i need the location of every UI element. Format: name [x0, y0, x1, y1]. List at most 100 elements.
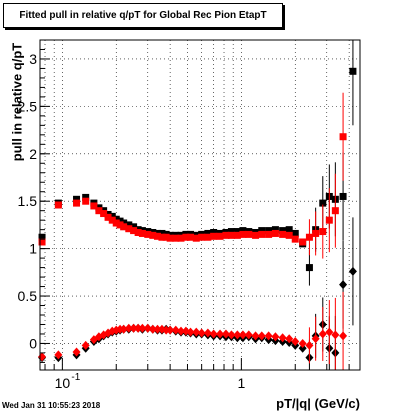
- data-point-square: [108, 212, 116, 220]
- data-point-square: [82, 193, 90, 201]
- data-point-square: [291, 235, 299, 243]
- data-point-square: [325, 216, 333, 224]
- data-point-diamond: [138, 323, 147, 333]
- data-point-square: [73, 195, 81, 203]
- data-point-diamond: [325, 327, 334, 337]
- data-point-square: [177, 234, 185, 242]
- x-tick-label: 10: [55, 375, 71, 391]
- data-point-square: [125, 225, 133, 233]
- data-point-square: [319, 199, 327, 207]
- data-point-square: [271, 226, 279, 234]
- y-axis-label-box: pull in relative q/pT: [8, 22, 26, 182]
- data-point-square: [134, 229, 142, 236]
- data-point-diamond: [124, 323, 133, 333]
- data-point-square: [227, 231, 235, 239]
- data-point-square: [233, 231, 241, 239]
- data-point-diamond: [233, 330, 242, 340]
- data-point-diamond: [348, 266, 357, 276]
- data-point-diamond: [291, 337, 300, 347]
- data-point-diamond: [251, 331, 260, 341]
- data-point-square: [158, 229, 166, 237]
- data-point-diamond: [81, 340, 90, 350]
- data-point-diamond: [166, 325, 175, 335]
- x-tick-exponent: -1: [71, 372, 80, 383]
- data-point-diamond: [134, 323, 143, 333]
- data-point-diamond: [72, 347, 81, 357]
- data-point-diamond: [238, 330, 247, 340]
- data-point-square: [222, 231, 230, 239]
- data-point-diamond: [176, 326, 185, 336]
- data-point-diamond: [203, 328, 212, 338]
- data-point-square: [112, 215, 120, 223]
- data-point-diamond: [305, 340, 314, 350]
- data-point-square: [305, 264, 313, 272]
- data-point-square: [130, 223, 138, 231]
- data-point-diamond: [311, 334, 320, 344]
- data-point-square: [239, 227, 247, 235]
- x-axis-label: pT/|q| (GeV/c): [276, 396, 360, 411]
- data-point-square: [158, 233, 166, 241]
- data-point-diamond: [197, 328, 206, 338]
- data-point-square: [349, 67, 357, 75]
- data-point-diamond: [54, 350, 63, 360]
- data-point-square: [95, 207, 103, 215]
- data-point-square: [125, 221, 133, 229]
- data-point-diamond: [129, 323, 138, 333]
- data-point-square: [182, 233, 190, 241]
- data-point-square: [130, 227, 138, 235]
- data-point-square: [187, 233, 195, 241]
- y-tick-label: 2: [29, 146, 37, 162]
- data-point-square: [153, 232, 161, 240]
- chart-title: Fitted pull in relative q/pT for Global …: [3, 3, 283, 28]
- data-point-diamond: [339, 280, 348, 290]
- data-point-square: [204, 233, 212, 241]
- data-point-square: [265, 230, 273, 238]
- data-point-square: [144, 230, 152, 238]
- data-point-square: [245, 230, 253, 238]
- data-point-square: [305, 233, 313, 241]
- data-point-square: [104, 213, 112, 221]
- data-point-square: [312, 229, 320, 237]
- data-point-square: [82, 197, 90, 205]
- data-point-square: [319, 228, 327, 236]
- data-point-square: [162, 233, 170, 241]
- data-point-square: [100, 210, 108, 218]
- data-point-square: [120, 223, 128, 231]
- data-point-square: [271, 229, 279, 237]
- data-point-square: [204, 229, 212, 237]
- data-point-diamond: [143, 323, 152, 333]
- data-point-square: [210, 229, 218, 236]
- data-point-square: [265, 227, 273, 235]
- data-point-diamond: [171, 325, 180, 335]
- data-point-square: [90, 202, 98, 210]
- data-point-diamond: [119, 324, 128, 334]
- data-point-square: [233, 228, 241, 236]
- data-point-diamond: [227, 330, 236, 340]
- y-tick-label: 1: [29, 241, 37, 257]
- data-point-diamond: [186, 327, 195, 337]
- data-point-square: [198, 233, 206, 241]
- data-point-square: [227, 228, 235, 236]
- data-point-square: [112, 219, 120, 227]
- y-tick-label: 3: [29, 51, 37, 67]
- data-point-diamond: [339, 331, 348, 341]
- data-point-square: [108, 216, 116, 224]
- timestamp: Wed Jan 31 10:55:23 2018: [2, 401, 101, 410]
- data-point-diamond: [209, 329, 218, 339]
- plot-border: [39, 39, 361, 371]
- data-point-square: [299, 238, 307, 246]
- data-point-diamond: [192, 327, 201, 337]
- y-tick-label: 0.5: [18, 288, 38, 304]
- data-point-square: [239, 230, 247, 238]
- data-point-square: [285, 226, 293, 234]
- data-point-square: [285, 231, 293, 239]
- y-tick-label: 0: [29, 335, 37, 351]
- data-markers: [38, 40, 357, 370]
- data-point-diamond: [318, 329, 327, 339]
- data-point-square: [210, 232, 218, 240]
- data-point-square: [38, 238, 46, 246]
- data-point-square: [339, 192, 347, 200]
- data-point-diamond: [298, 338, 307, 348]
- data-point-diamond: [278, 333, 287, 343]
